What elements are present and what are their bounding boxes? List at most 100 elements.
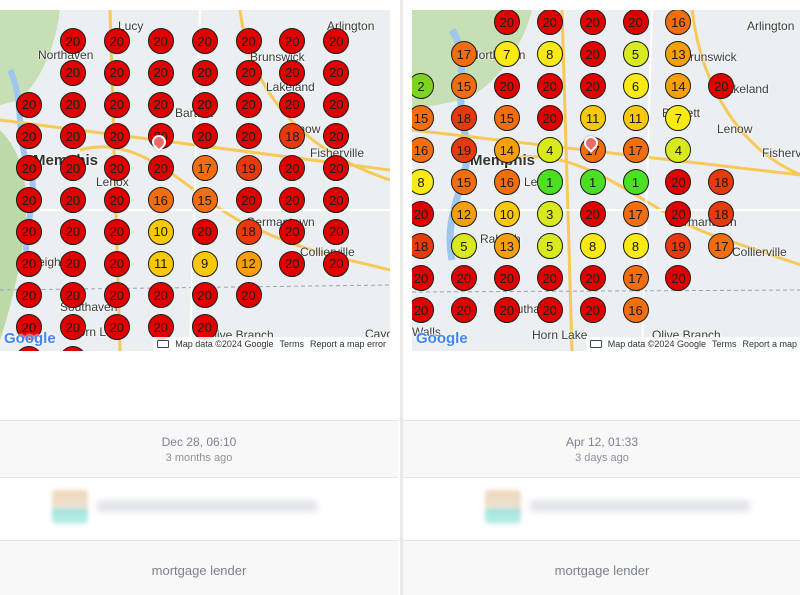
rank-pin[interactable]: 20: [665, 169, 692, 195]
rank-pin[interactable]: 20: [412, 265, 434, 291]
rank-pin[interactable]: 7: [665, 105, 692, 131]
rank-pin[interactable]: 13: [665, 41, 692, 67]
rank-pin[interactable]: 15: [493, 105, 520, 131]
rank-pin[interactable]: 20: [103, 218, 130, 245]
rank-pin[interactable]: 20: [279, 218, 306, 245]
rank-pin[interactable]: 20: [16, 123, 42, 150]
rank-pin[interactable]: 18: [412, 233, 434, 259]
terms-link[interactable]: Terms: [279, 339, 304, 349]
rank-pin[interactable]: 20: [450, 297, 477, 323]
rank-pin[interactable]: 18: [708, 201, 735, 227]
rank-pin[interactable]: 20: [579, 10, 606, 35]
rank-pin[interactable]: 20: [16, 282, 42, 309]
rank-pin[interactable]: 20: [191, 123, 218, 150]
rank-pin[interactable]: 20: [493, 73, 520, 99]
rank-pin[interactable]: 10: [147, 218, 174, 245]
rank-pin[interactable]: 20: [147, 91, 174, 118]
rank-pin[interactable]: 6: [622, 73, 649, 99]
rank-pin[interactable]: 20: [493, 297, 520, 323]
rank-pin[interactable]: 20: [579, 297, 606, 323]
rank-pin[interactable]: 20: [191, 91, 218, 118]
rank-pin[interactable]: 20: [103, 155, 130, 182]
rank-pin[interactable]: 16: [622, 297, 649, 323]
rank-pin[interactable]: 20: [665, 201, 692, 227]
rank-pin[interactable]: 16: [412, 137, 434, 163]
rank-pin[interactable]: 20: [622, 10, 649, 35]
rank-pin[interactable]: 1: [622, 169, 649, 195]
rank-pin[interactable]: 20: [412, 297, 434, 323]
rank-pin[interactable]: 20: [279, 91, 306, 118]
rank-pin[interactable]: 20: [279, 155, 306, 182]
rank-pin[interactable]: 20: [103, 59, 130, 86]
rank-pin[interactable]: 10: [493, 201, 520, 227]
rank-pin[interactable]: 5: [536, 233, 563, 259]
rank-pin[interactable]: 13: [493, 233, 520, 259]
rank-pin[interactable]: 12: [450, 201, 477, 227]
rank-pin[interactable]: 20: [450, 265, 477, 291]
rank-pin[interactable]: 20: [493, 265, 520, 291]
rank-pin[interactable]: 20: [665, 265, 692, 291]
rank-pin[interactable]: 20: [235, 59, 262, 86]
rank-pin[interactable]: 4: [536, 137, 563, 163]
rank-pin[interactable]: 20: [16, 91, 42, 118]
report-map-error-link[interactable]: Report a map error: [309, 339, 386, 349]
rank-pin[interactable]: 20: [59, 187, 86, 213]
rank-pin[interactable]: 20: [59, 218, 86, 245]
rank-pin[interactable]: 20: [103, 91, 130, 118]
rank-pin[interactable]: 20: [103, 123, 130, 150]
rank-pin[interactable]: 20: [536, 297, 563, 323]
rank-pin[interactable]: 19: [235, 155, 262, 182]
rank-pin[interactable]: 20: [536, 105, 563, 131]
rank-pin[interactable]: 1: [579, 169, 606, 195]
rank-pin[interactable]: 20: [235, 282, 262, 309]
rank-pin[interactable]: 18: [235, 218, 262, 245]
rank-pin[interactable]: 8: [579, 233, 606, 259]
rank-pin[interactable]: 17: [622, 201, 649, 227]
rank-pin[interactable]: 7: [493, 41, 520, 67]
rank-pin[interactable]: 2: [412, 73, 434, 99]
rank-pin[interactable]: 20: [59, 59, 86, 86]
rank-pin[interactable]: 20: [59, 91, 86, 118]
rank-pin[interactable]: 20: [579, 265, 606, 291]
rank-pin[interactable]: 20: [235, 123, 262, 150]
rank-pin[interactable]: 20: [279, 59, 306, 86]
rank-pin[interactable]: 20: [323, 123, 350, 150]
rank-pin[interactable]: 20: [103, 187, 130, 213]
rank-pin[interactable]: 15: [412, 105, 434, 131]
rank-pin[interactable]: 14: [665, 73, 692, 99]
rank-pin[interactable]: 9: [191, 250, 218, 277]
rank-pin[interactable]: 20: [103, 314, 130, 341]
rank-pin[interactable]: 8: [536, 41, 563, 67]
terms-link[interactable]: Terms: [711, 339, 737, 349]
rank-pin[interactable]: 20: [16, 314, 42, 341]
rank-pin[interactable]: 20: [412, 201, 434, 227]
ranking-grid-map[interactable]: LucyArlingtonNorthavenBrunswickLakelandB…: [0, 10, 390, 351]
rank-pin[interactable]: 20: [16, 187, 42, 213]
rank-pin[interactable]: 15: [191, 187, 218, 213]
rank-pin[interactable]: 20: [191, 28, 218, 54]
rank-pin[interactable]: 20: [323, 250, 350, 277]
rank-pin[interactable]: 20: [191, 59, 218, 86]
rank-pin[interactable]: 20: [59, 28, 86, 54]
rank-pin[interactable]: 20: [103, 250, 130, 277]
rank-pin[interactable]: 4: [665, 137, 692, 163]
rank-pin[interactable]: 20: [579, 201, 606, 227]
rank-pin[interactable]: 20: [323, 155, 350, 182]
rank-pin[interactable]: 20: [493, 10, 520, 35]
rank-pin[interactable]: 17: [708, 233, 735, 259]
rank-pin[interactable]: 3: [536, 201, 563, 227]
rank-pin[interactable]: 20: [235, 28, 262, 54]
rank-pin[interactable]: 20: [103, 282, 130, 309]
keyboard-shortcuts-icon[interactable]: [589, 340, 602, 348]
rank-pin[interactable]: 12: [235, 250, 262, 277]
rank-pin[interactable]: 16: [493, 169, 520, 195]
rank-pin[interactable]: 20: [59, 155, 86, 182]
rank-pin[interactable]: 20: [536, 265, 563, 291]
rank-pin[interactable]: 20: [16, 155, 42, 182]
rank-pin[interactable]: 20: [279, 187, 306, 213]
rank-pin[interactable]: 20: [279, 250, 306, 277]
rank-pin[interactable]: 8: [412, 169, 434, 195]
rank-pin[interactable]: 11: [579, 105, 606, 131]
rank-pin[interactable]: 18: [279, 123, 306, 150]
report-map-error-link[interactable]: Report a map: [742, 339, 797, 349]
